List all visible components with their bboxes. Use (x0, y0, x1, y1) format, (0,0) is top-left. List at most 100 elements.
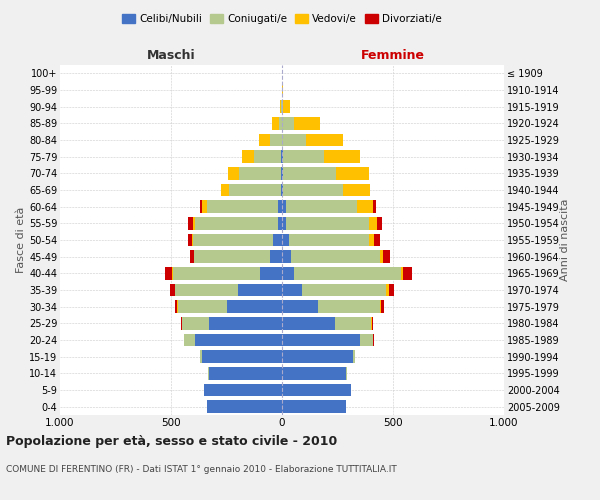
Bar (206, 200, 278, 213)
Bar (380, 250, 383, 263)
Bar (371, 317, 372, 330)
Bar (386, 284, 389, 296)
Bar (282, 267, 294, 280)
Bar (192, 234, 193, 246)
Bar (227, 300, 282, 313)
Bar (281, 150, 282, 163)
Bar (286, 200, 358, 213)
Bar (184, 334, 196, 346)
Bar (209, 367, 282, 380)
Bar (175, 300, 177, 313)
Bar (358, 200, 373, 213)
Bar (280, 100, 281, 113)
Text: Femmine: Femmine (361, 48, 425, 62)
Text: Maschi: Maschi (146, 48, 196, 62)
Bar (172, 267, 173, 280)
Bar (270, 134, 282, 146)
Bar (270, 250, 282, 263)
Bar (206, 400, 282, 413)
Y-axis label: Anni di nascita: Anni di nascita (560, 198, 570, 281)
Bar (317, 300, 380, 313)
Bar (166, 267, 172, 280)
Bar (202, 200, 206, 213)
Bar (283, 150, 324, 163)
Bar (196, 334, 282, 346)
Bar (282, 284, 302, 296)
Bar (200, 350, 202, 363)
Bar (343, 184, 370, 196)
Bar (182, 317, 209, 330)
Bar (181, 317, 182, 330)
Bar (178, 300, 227, 313)
Bar (188, 217, 193, 230)
Bar (278, 117, 282, 130)
Bar (202, 350, 282, 363)
Bar (282, 84, 283, 96)
Bar (282, 167, 283, 179)
Bar (282, 117, 294, 130)
Bar (239, 167, 281, 179)
Bar (335, 317, 371, 330)
Bar (307, 134, 343, 146)
Bar (281, 100, 282, 113)
Bar (282, 350, 353, 363)
Bar (289, 234, 368, 246)
Bar (282, 234, 289, 246)
Bar (377, 217, 382, 230)
Bar (360, 334, 373, 346)
Bar (389, 284, 394, 296)
Bar (374, 234, 380, 246)
Bar (368, 167, 369, 179)
Bar (272, 117, 278, 130)
Bar (282, 300, 317, 313)
Text: Popolazione per età, sesso e stato civile - 2010: Popolazione per età, sesso e stato civil… (6, 435, 337, 448)
Bar (282, 334, 360, 346)
Bar (294, 267, 401, 280)
Bar (372, 317, 373, 330)
Bar (283, 100, 290, 113)
Bar (403, 267, 412, 280)
Bar (221, 184, 229, 196)
Bar (291, 250, 380, 263)
Bar (368, 217, 377, 230)
Bar (173, 267, 260, 280)
Bar (188, 234, 192, 246)
Bar (204, 384, 282, 396)
Bar (282, 317, 335, 330)
Bar (278, 200, 282, 213)
Bar (282, 134, 307, 146)
Bar (273, 234, 282, 246)
Legend: Celibi/Nubili, Coniugati/e, Vedovi/e, Divorziati/e: Celibi/Nubili, Coniugati/e, Vedovi/e, Di… (118, 10, 446, 29)
Bar (282, 367, 346, 380)
Bar (238, 284, 282, 296)
Bar (282, 150, 283, 163)
Bar (278, 217, 282, 230)
Bar (373, 200, 376, 213)
Bar (282, 400, 346, 413)
Bar (373, 334, 374, 346)
Bar (208, 367, 209, 380)
Bar (242, 150, 254, 163)
Bar (200, 200, 202, 213)
Bar (346, 367, 347, 380)
Bar (381, 300, 384, 313)
Bar (281, 184, 282, 196)
Bar (229, 184, 281, 196)
Bar (324, 150, 360, 163)
Bar (302, 284, 386, 296)
Bar (286, 217, 368, 230)
Bar (196, 217, 278, 230)
Bar (294, 117, 320, 130)
Bar (282, 217, 286, 230)
Bar (283, 167, 337, 179)
Bar (194, 250, 270, 263)
Bar (227, 167, 239, 179)
Bar (383, 250, 389, 263)
Bar (281, 167, 282, 179)
Text: COMUNE DI FERENTINO (FR) - Dati ISTAT 1° gennaio 2010 - Elaborazione TUTTITALIA.: COMUNE DI FERENTINO (FR) - Dati ISTAT 1°… (6, 465, 397, 474)
Y-axis label: Fasce di età: Fasce di età (16, 207, 26, 273)
Bar (254, 150, 281, 163)
Bar (353, 350, 355, 363)
Bar (401, 267, 403, 280)
Bar (368, 234, 374, 246)
